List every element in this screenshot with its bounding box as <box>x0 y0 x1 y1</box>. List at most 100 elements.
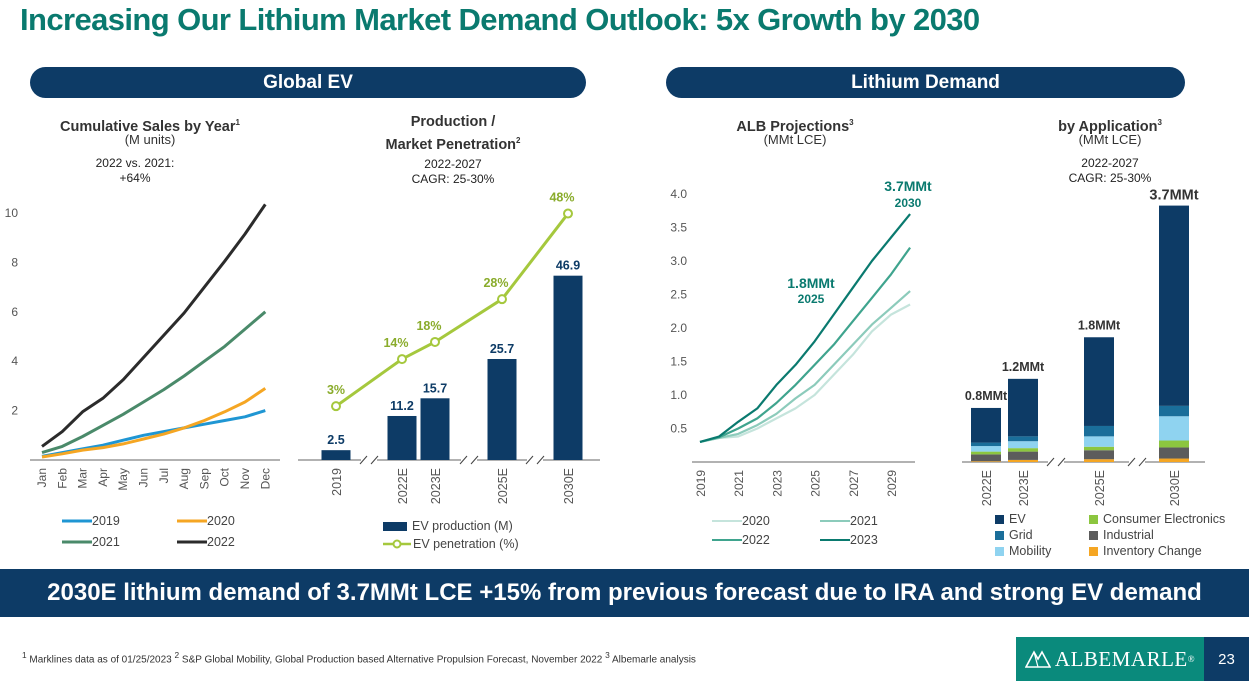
chart4-segment-2023e-inventory-change <box>1008 459 1038 462</box>
chart-cumulative-sales: 2 4 6 8 10 Jan Feb Mar Apr May Jun Jul Aug Sep Oct Nov D… <box>5 203 280 491</box>
chart2-axis-break-1-b <box>370 455 379 465</box>
chart1-x-tick-jun: Jun <box>137 468 151 487</box>
chart4-segment-2030e-industrial <box>1159 447 1189 459</box>
chart3-annotation-2025-value: 1.8MMt <box>787 275 835 291</box>
legend-label-industrial: Industrial <box>1103 528 1154 542</box>
footnote-text-1: Marklines data as of 01/25/2023 <box>26 654 175 666</box>
chart3-x-tick-2019: 2019 <box>694 470 708 497</box>
legend-item-ev-production: EV production (M) <box>383 519 513 533</box>
chart4-axis-break-2-gap <box>1129 458 1145 466</box>
chart2-penetration-label-2023e: 18% <box>416 319 441 333</box>
chart4-segment-2023e-mobility <box>1008 441 1038 449</box>
chart2-penetration-label-2019: 3% <box>327 383 345 397</box>
chart2-bar-label-2030e: 46.9 <box>556 259 580 273</box>
chart3-subtitle: (MMt LCE) <box>763 132 827 147</box>
chart2-penetration-label-2022e: 14% <box>383 336 408 350</box>
chart1-title-sup: 1 <box>235 118 240 127</box>
chart4-segment-2022e-ev <box>971 407 1001 443</box>
chart1-subtitle: (M units) <box>124 132 176 147</box>
chart1-x-tick-oct: Oct <box>218 467 232 486</box>
chart2-axis-break-3-a <box>525 455 534 465</box>
legend-item-industrial: Industrial <box>1089 528 1154 542</box>
legend-item-alb-2023: 2023 <box>820 533 878 547</box>
chart3-y-tick-1-5: 1.5 <box>670 355 687 369</box>
legend-swatch-inventory-change <box>1089 546 1098 556</box>
chart4-segment-2022e-industrial <box>971 454 1001 462</box>
chart2-bar-2023e <box>420 398 450 460</box>
chart2-x-tick-2023e: 2023E <box>429 468 443 504</box>
legend-swatch-industrial <box>1089 530 1098 540</box>
legend-label-ev: EV <box>1009 512 1026 526</box>
chart4-segment-2030e-inventory-change <box>1159 458 1189 462</box>
chart4-note-1: 2022-2027 <box>1081 156 1139 170</box>
chart3-y-tick-3-0: 3.0 <box>670 254 687 268</box>
chart3-x-tick-2029: 2029 <box>885 470 899 497</box>
summary-banner: 2030E lithium demand of 3.7MMt LCE +15% … <box>0 569 1249 617</box>
chart4-segment-2022e-mobility <box>971 446 1001 452</box>
legend-swatch-mobility <box>995 546 1004 556</box>
chart3-x-tick-2023: 2023 <box>770 470 784 497</box>
chart3-annotation-2025-year: 2025 <box>798 292 825 306</box>
chart4-segment-2025e-mobility <box>1084 436 1114 447</box>
chart1-note-1: 2022 vs. 2021: <box>95 156 175 170</box>
chart3-annotation-2030-value: 3.7MMt <box>884 178 932 194</box>
chart4-segment-2023e-grid <box>1008 436 1038 442</box>
chart1-title: Cumulative Sales by Year1 <box>30 113 270 137</box>
chart3-x-tick-2021: 2021 <box>732 470 746 497</box>
chart3-title-sup: 3 <box>849 118 854 127</box>
legend-item-2022: 2022 <box>177 535 235 549</box>
chart2-title-sup: 2 <box>516 136 521 145</box>
legend-item-2021: 2021 <box>62 535 120 549</box>
chart-production-penetration: 2.5 2019 11.2 2022E 15.7 2023E 25.7 2025E 46.9 20… <box>298 191 600 504</box>
chart4-segment-2025e-grid <box>1084 425 1114 437</box>
chart4-title: by Application3 <box>1010 113 1210 137</box>
legend-line-2019 <box>62 519 92 523</box>
legend-item-consumer-electronics: Consumer Electronics <box>1089 512 1225 526</box>
chart2-axis-break-2-gap <box>461 456 477 464</box>
chart1-y-tick-2: 2 <box>11 404 18 418</box>
chart1-x-tick-dec: Dec <box>258 468 272 489</box>
legend-swatch-consumer-electronics <box>1089 514 1098 524</box>
chart4-total-label-2023e: 1.2MMt <box>1002 360 1045 374</box>
legend-line-2022 <box>177 540 207 544</box>
legend-line-alb-2023 <box>820 539 850 541</box>
chart2-penetration-point-2023e <box>430 336 440 347</box>
legend-label-2022: 2022 <box>207 535 235 549</box>
chart4-axis-break-2-a <box>1127 457 1136 467</box>
chart1-note-2: +64% <box>119 171 151 185</box>
chart1-title-text: Cumulative Sales by Year <box>60 118 236 135</box>
chart4-total-label-2025e: 1.8MMt <box>1078 318 1121 332</box>
legend-label-alb-2023: 2023 <box>850 533 878 547</box>
legend-label-ev-penetration: EV penetration (%) <box>413 537 519 551</box>
chart3-title: ALB Projections3 <box>690 113 900 137</box>
chart2-x-tick-2022e: 2022E <box>396 468 410 504</box>
chart4-segment-2030e-ev <box>1159 205 1189 406</box>
chart3-annotation-2030-year: 2030 <box>895 196 922 210</box>
chart2-x-tick-2030e: 2030E <box>562 468 576 504</box>
page-title: Increasing Our Lithium Market Demand Out… <box>20 2 980 37</box>
chart4-title-sup: 3 <box>1157 118 1162 127</box>
chart2-axis-break-2-a <box>459 455 468 465</box>
chart1-x-tick-jul: Jul <box>157 468 171 483</box>
section-header-global-ev: Global EV <box>30 67 586 98</box>
legend-label-consumer-electronics: Consumer Electronics <box>1103 512 1226 526</box>
chart2-bar-label-2022e: 11.2 <box>390 399 414 413</box>
legend-line-alb-2021 <box>820 520 850 522</box>
chart1-series-2021 <box>41 310 267 455</box>
chart4-segment-2025e-industrial <box>1084 450 1114 460</box>
legend-item-ev: EV <box>995 512 1026 526</box>
chart3-y-tick-3-5: 3.5 <box>670 221 687 235</box>
legend-item-inventory-change: Inventory Change <box>1089 544 1202 558</box>
chart2-title-text: Market Penetration <box>385 136 517 153</box>
chart4-axis-break-2-b <box>1138 457 1147 467</box>
chart2-penetration-point-2019 <box>331 401 341 412</box>
legend-line-alb-2022 <box>712 539 742 541</box>
legend-swatch-ev <box>995 514 1004 524</box>
chart2-x-tick-2019: 2019 <box>330 468 344 496</box>
chart4-total-label-2022e: 0.8MMt <box>965 389 1008 403</box>
chart2-bar-label-2019: 2.5 <box>327 433 344 447</box>
chart1-x-tick-apr: Apr <box>96 468 110 487</box>
chart4-segment-2023e-consumer-electronics <box>1008 448 1038 452</box>
chart4-axis-break-1-b <box>1057 457 1066 467</box>
chart3-series-2021 <box>699 290 911 443</box>
